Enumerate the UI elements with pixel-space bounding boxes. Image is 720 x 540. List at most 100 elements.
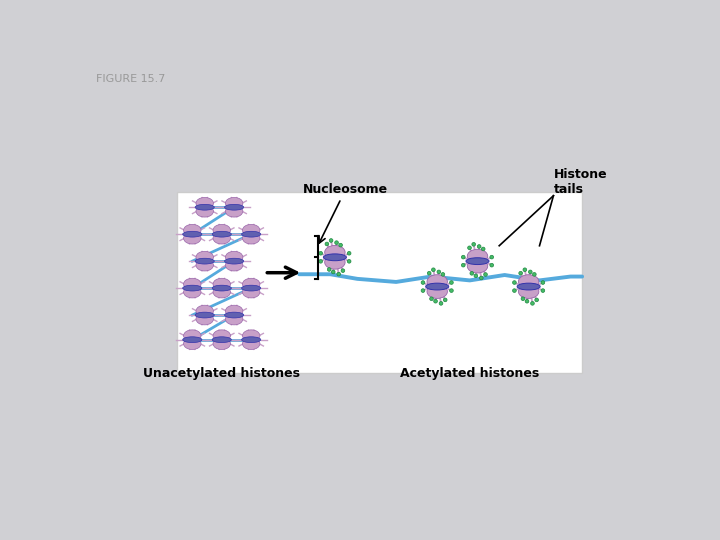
Ellipse shape (243, 338, 260, 349)
Ellipse shape (490, 255, 494, 259)
Ellipse shape (541, 289, 545, 293)
Ellipse shape (541, 281, 545, 285)
Ellipse shape (242, 285, 261, 291)
Ellipse shape (468, 246, 472, 249)
Ellipse shape (484, 273, 487, 276)
Ellipse shape (427, 275, 447, 288)
Ellipse shape (519, 272, 523, 275)
Ellipse shape (531, 301, 534, 305)
Ellipse shape (196, 313, 213, 325)
Ellipse shape (319, 252, 323, 255)
Ellipse shape (243, 330, 260, 341)
Ellipse shape (225, 251, 243, 263)
Ellipse shape (341, 269, 345, 273)
Ellipse shape (184, 278, 201, 290)
Ellipse shape (184, 330, 201, 341)
Ellipse shape (225, 259, 243, 271)
Ellipse shape (212, 337, 231, 342)
Ellipse shape (323, 254, 346, 261)
Ellipse shape (480, 276, 483, 280)
Ellipse shape (482, 247, 485, 251)
Ellipse shape (196, 305, 213, 317)
Ellipse shape (444, 298, 447, 302)
Ellipse shape (225, 258, 244, 264)
Ellipse shape (427, 285, 447, 299)
Ellipse shape (338, 244, 343, 247)
Ellipse shape (325, 242, 329, 246)
Ellipse shape (462, 255, 465, 259)
Ellipse shape (325, 246, 345, 259)
Ellipse shape (462, 264, 465, 267)
Ellipse shape (328, 268, 331, 271)
Ellipse shape (477, 245, 481, 248)
Ellipse shape (421, 289, 425, 293)
Ellipse shape (184, 225, 201, 236)
Ellipse shape (212, 285, 231, 291)
Ellipse shape (243, 232, 260, 244)
Ellipse shape (528, 270, 532, 274)
Ellipse shape (331, 270, 335, 274)
Ellipse shape (426, 283, 449, 290)
Ellipse shape (213, 330, 230, 341)
Ellipse shape (213, 286, 230, 298)
Ellipse shape (513, 289, 516, 293)
Ellipse shape (243, 278, 260, 290)
Ellipse shape (533, 273, 536, 276)
Ellipse shape (242, 337, 261, 342)
Ellipse shape (525, 299, 529, 303)
Ellipse shape (472, 242, 475, 246)
Ellipse shape (196, 259, 213, 271)
Ellipse shape (521, 297, 525, 301)
Text: Acetylated histones: Acetylated histones (400, 367, 539, 380)
Ellipse shape (184, 232, 201, 244)
Ellipse shape (467, 249, 487, 263)
Ellipse shape (225, 313, 243, 325)
Ellipse shape (428, 272, 431, 275)
Ellipse shape (195, 312, 215, 318)
Ellipse shape (474, 274, 477, 278)
Ellipse shape (449, 289, 454, 293)
Text: Histone
tails: Histone tails (554, 168, 607, 195)
Text: FIGURE 15.7: FIGURE 15.7 (96, 74, 166, 84)
FancyBboxPatch shape (177, 192, 582, 373)
Ellipse shape (183, 231, 202, 237)
Ellipse shape (225, 204, 244, 210)
Ellipse shape (431, 268, 435, 272)
Ellipse shape (439, 301, 443, 305)
Ellipse shape (437, 270, 441, 274)
Ellipse shape (517, 283, 540, 290)
Ellipse shape (433, 299, 437, 303)
Ellipse shape (490, 264, 494, 267)
Ellipse shape (242, 231, 261, 237)
Ellipse shape (225, 305, 243, 317)
Ellipse shape (243, 286, 260, 298)
Ellipse shape (184, 286, 201, 298)
Ellipse shape (196, 251, 213, 263)
Ellipse shape (449, 281, 454, 285)
Ellipse shape (466, 258, 489, 265)
Ellipse shape (441, 273, 445, 276)
Ellipse shape (184, 338, 201, 349)
Ellipse shape (196, 198, 213, 209)
Ellipse shape (225, 198, 243, 209)
Ellipse shape (518, 285, 539, 299)
Ellipse shape (213, 225, 230, 236)
Ellipse shape (518, 275, 539, 288)
Ellipse shape (213, 232, 230, 244)
Ellipse shape (212, 231, 231, 237)
Text: Unacetylated histones: Unacetylated histones (143, 367, 300, 380)
Ellipse shape (183, 285, 202, 291)
Ellipse shape (335, 241, 338, 245)
Ellipse shape (195, 258, 215, 264)
Ellipse shape (225, 312, 244, 318)
Ellipse shape (225, 206, 243, 217)
Ellipse shape (213, 278, 230, 290)
Ellipse shape (329, 239, 333, 242)
Ellipse shape (347, 260, 351, 263)
Ellipse shape (183, 337, 202, 342)
Text: Nucleosome: Nucleosome (303, 183, 388, 243)
Ellipse shape (347, 252, 351, 255)
Ellipse shape (467, 259, 487, 273)
Ellipse shape (195, 204, 215, 210)
Ellipse shape (325, 255, 345, 269)
